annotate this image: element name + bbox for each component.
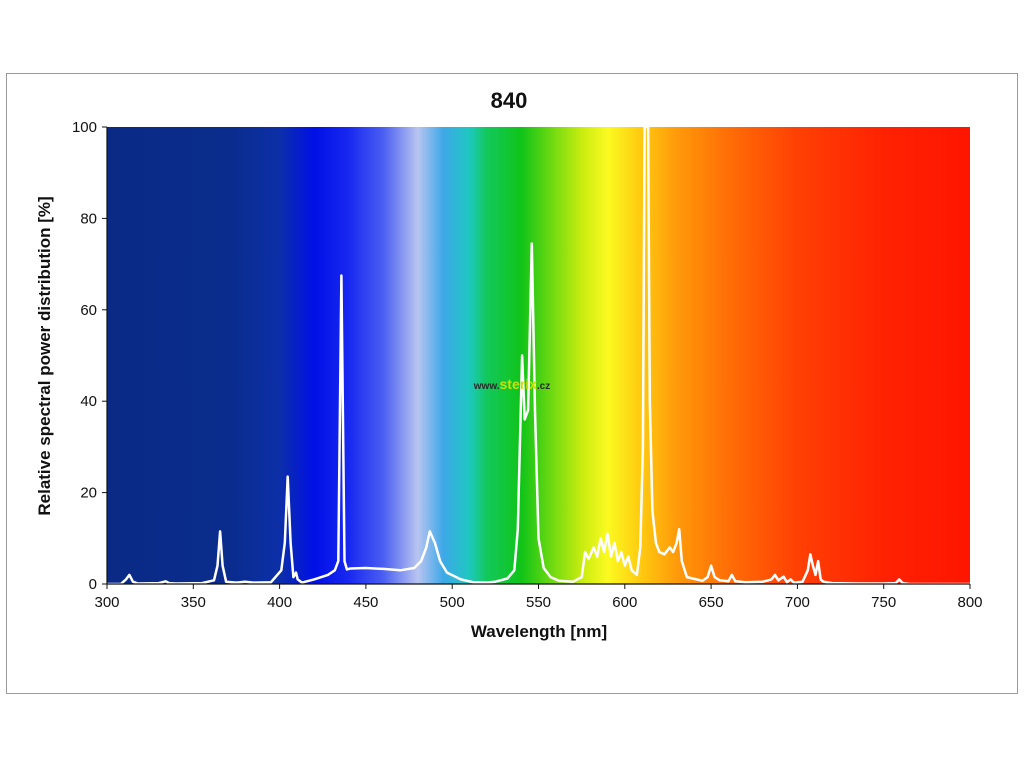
svg-text:www.sterix.cz: www.sterix.cz xyxy=(473,376,550,392)
y-tick-label: 0 xyxy=(89,576,97,593)
chart-title: 840 xyxy=(491,88,528,113)
watermark: www.sterix.cz xyxy=(473,376,550,392)
x-tick-label: 450 xyxy=(353,594,378,611)
watermark-name: sterix xyxy=(500,376,538,392)
x-tick-label: 300 xyxy=(94,594,119,611)
x-tick-label: 700 xyxy=(785,594,810,611)
y-tick-label: 40 xyxy=(80,393,97,410)
y-tick-label: 60 xyxy=(80,302,97,319)
x-axis-ticks: 300 350 400 450 500 550 600 650 700 750 800 xyxy=(94,584,983,611)
watermark-suffix: .cz xyxy=(537,381,550,392)
x-tick-label: 500 xyxy=(440,594,465,611)
x-axis-label: Wavelength [nm] xyxy=(471,622,607,641)
x-tick-label: 800 xyxy=(957,594,982,611)
x-tick-label: 750 xyxy=(871,594,896,611)
y-tick-label: 100 xyxy=(72,119,97,136)
watermark-prefix: www. xyxy=(473,381,500,392)
x-tick-label: 650 xyxy=(699,594,724,611)
y-tick-label: 20 xyxy=(80,485,97,502)
x-tick-label: 600 xyxy=(612,594,637,611)
y-tick-label: 80 xyxy=(80,210,97,227)
x-tick-label: 550 xyxy=(526,594,551,611)
x-tick-label: 350 xyxy=(181,594,206,611)
y-axis-label: Relative spectral power distribution [%] xyxy=(35,196,54,515)
y-axis-ticks: 0 20 40 60 80 100 xyxy=(72,119,107,593)
x-tick-label: 400 xyxy=(267,594,292,611)
spectral-power-line xyxy=(107,127,970,585)
